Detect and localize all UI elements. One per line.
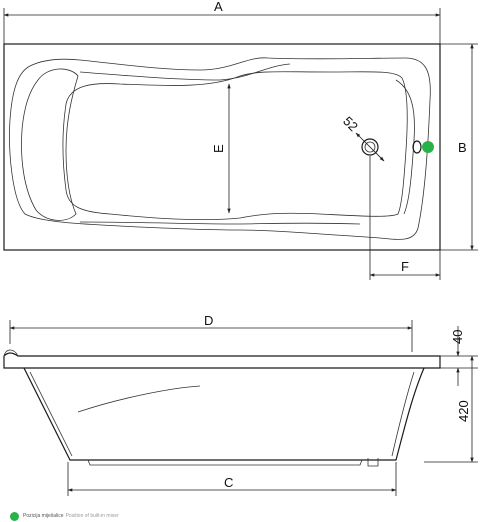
tub-basin-contour [62,71,408,221]
tub-base [87,459,363,466]
green-dot-icon [10,511,19,521]
dimension-label-rim: 40 [450,330,465,344]
tub-rim-outline [3,43,441,251]
overflow-icon [412,140,422,154]
drain-fitting [367,458,379,467]
top-view: 52 A B E F [3,0,478,280]
dimension-label-b: B [458,140,467,155]
dimension-label-f: F [401,259,409,274]
tub-side-rim [3,352,441,369]
tub-armrest-upper [79,63,291,81]
drain-circle-icon [355,132,385,162]
tub-side-body [23,367,425,461]
tub-armrest-lower [79,221,361,225]
drain-diameter-label: 52 [340,113,361,134]
legend: Pozicija miješalice Position of built-in… [10,510,119,522]
legend-alt-text: Position of built-in mixer [65,513,119,519]
dimension-label-d: D [204,313,213,328]
dimension-label-c: C [224,475,233,490]
tub-headrest [21,68,79,221]
tub-rim-lip [3,349,19,357]
tub-side-step [395,79,415,215]
tub-highlight [77,385,201,413]
dimension-label-a: A [214,0,223,14]
legend-text: Pozicija miješalice [23,513,64,519]
tub-inner-line-right [391,371,415,457]
tub-inner-contour [9,57,431,240]
green-dot-icon [422,141,434,153]
tub-inner-line [29,371,73,457]
side-view: D C 40 420 [3,313,478,496]
dimension-label-e: E [211,144,226,153]
dimension-label-height: 420 [456,400,471,422]
